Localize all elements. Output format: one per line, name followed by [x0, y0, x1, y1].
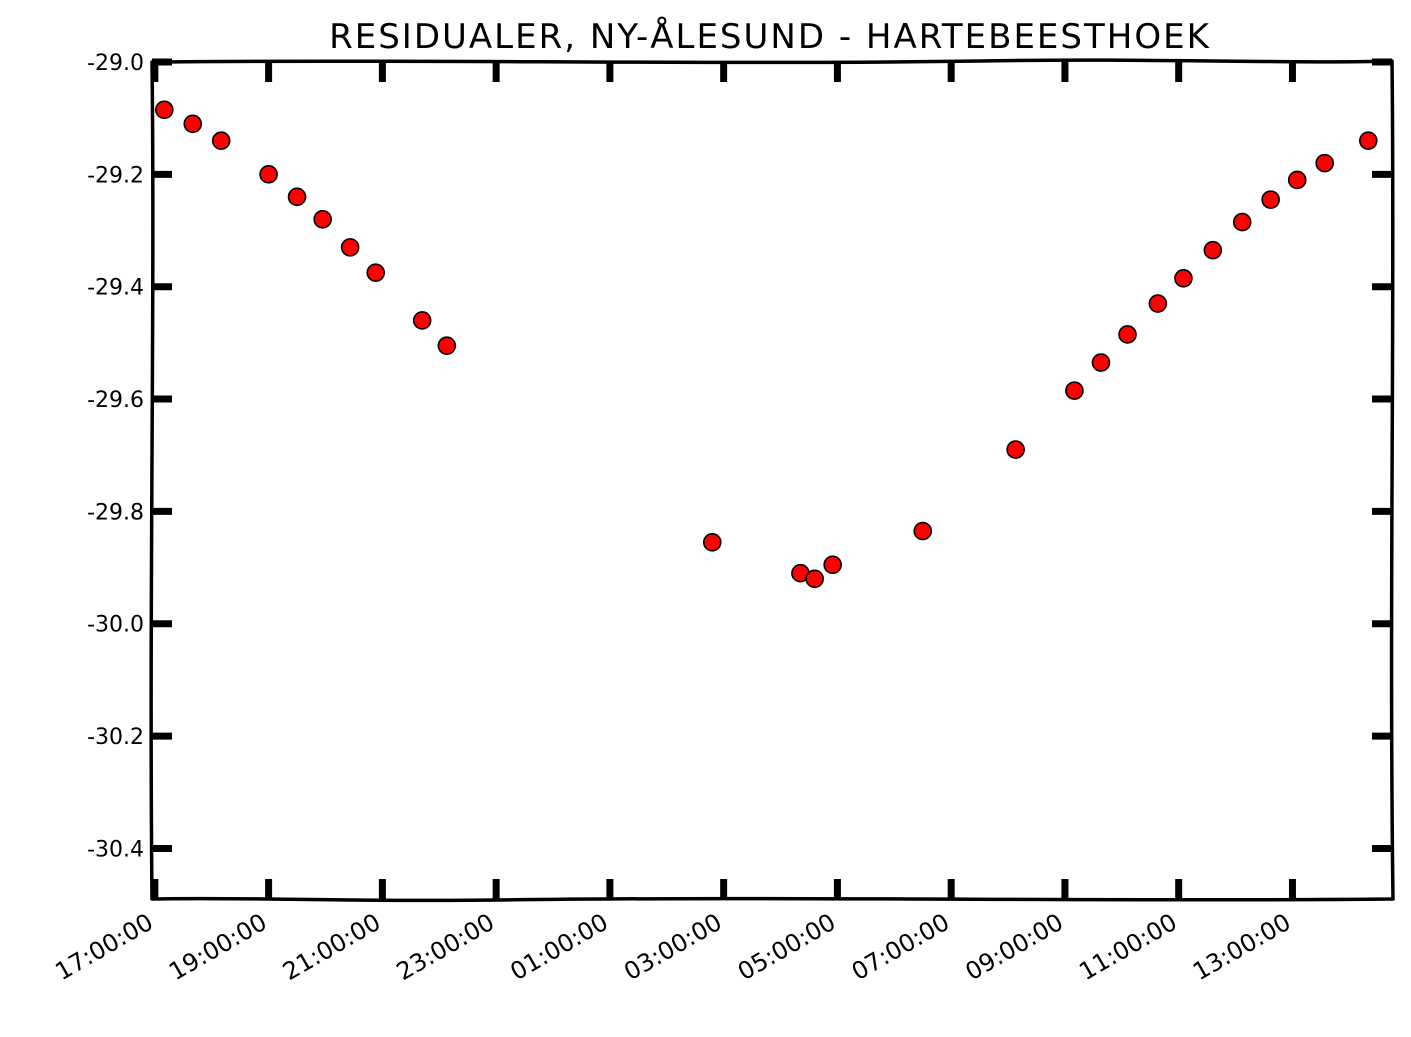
- x-tick-label: 05:00:00: [733, 908, 840, 986]
- data-point: [1287, 170, 1307, 190]
- y-tick-label: -29.4: [87, 276, 144, 301]
- y-tick-label: -29.2: [87, 163, 144, 188]
- data-point: [437, 336, 457, 355]
- data-point: [259, 165, 278, 184]
- data-point: [702, 532, 722, 552]
- x-tick-label: 07:00:00: [847, 908, 954, 986]
- data-points: [155, 100, 1378, 589]
- data-point: [1006, 440, 1025, 459]
- chart-title: RESIDUALER, NY-ÅLESUND - HARTEBEESTHOEK: [329, 16, 1211, 57]
- plot-frame: [149, 58, 1395, 903]
- data-point: [1148, 294, 1168, 313]
- x-tick-label: 09:00:00: [961, 908, 1068, 986]
- x-tick-label: 21:00:00: [278, 908, 385, 986]
- y-tick-label: -30.4: [87, 837, 144, 862]
- data-point: [823, 555, 842, 575]
- y-tick-label: -30.0: [87, 613, 144, 638]
- data-point: [1315, 153, 1334, 173]
- data-point: [1065, 381, 1084, 400]
- x-tick-label: 11:00:00: [1074, 908, 1181, 986]
- x-tick-label: 23:00:00: [392, 908, 499, 986]
- x-tick-label: 03:00:00: [619, 908, 726, 986]
- data-point: [1358, 131, 1378, 150]
- y-tick-label: -30.2: [87, 725, 144, 750]
- data-point: [1091, 353, 1111, 372]
- y-tick-label: -29.0: [87, 51, 144, 76]
- data-point: [183, 114, 203, 134]
- x-tick-label: 17:00:00: [50, 908, 157, 986]
- data-point: [1174, 268, 1193, 288]
- data-point: [913, 521, 933, 541]
- data-point: [1232, 212, 1252, 232]
- x-axis-tick-labels: 17:00:00 19:00:00 21:00:00 23:00:00 01:00:00…: [50, 908, 1295, 986]
- x-tick-label: 13:00:00: [1188, 908, 1295, 986]
- data-point: [805, 569, 824, 589]
- data-point: [1261, 190, 1280, 209]
- data-point: [340, 238, 360, 257]
- x-tick-label: 19:00:00: [164, 908, 271, 986]
- y-tick-label: -29.8: [87, 500, 144, 525]
- data-point: [1118, 325, 1137, 344]
- y-axis-tick-labels: -29.0 -29.2 -29.4 -29.6 -29.8 -30.0 -30.2 -30.4: [87, 51, 144, 862]
- y-tick-label: -29.6: [87, 388, 144, 413]
- data-point: [211, 131, 231, 150]
- axis-ticks: [151, 58, 1392, 899]
- x-tick-label: 01:00:00: [506, 908, 613, 986]
- data-point: [155, 100, 174, 120]
- data-point: [313, 209, 332, 229]
- data-point: [366, 263, 386, 282]
- data-point: [412, 311, 432, 330]
- data-point: [1203, 240, 1223, 260]
- data-point: [287, 187, 307, 207]
